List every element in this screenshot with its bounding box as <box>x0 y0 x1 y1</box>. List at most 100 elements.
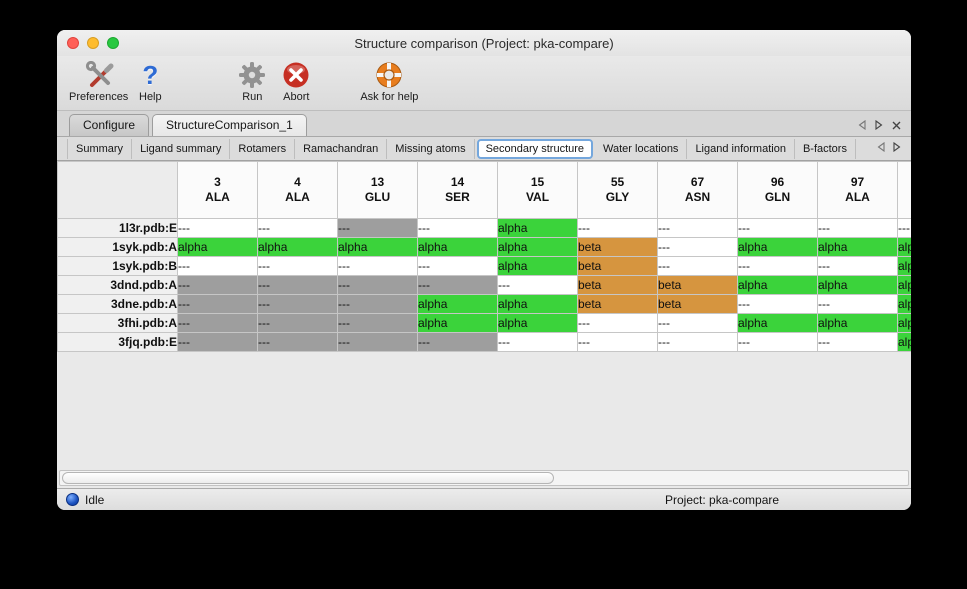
ss-cell[interactable]: --- <box>177 294 258 314</box>
ss-cell[interactable]: alpha <box>897 237 911 257</box>
ss-cell[interactable]: alpha <box>417 294 498 314</box>
ss-cell[interactable]: beta <box>577 256 658 276</box>
row-header-3dnd-pdb-a[interactable]: 3dnd.pdb:A <box>57 275 178 295</box>
sub-tab-scroll-left-icon[interactable] <box>877 142 885 152</box>
ss-cell[interactable]: alpha <box>897 294 911 314</box>
ss-cell[interactable]: beta <box>657 275 738 295</box>
ss-cell[interactable]: beta <box>577 237 658 257</box>
ss-cell[interactable]: --- <box>337 218 418 238</box>
ss-cell[interactable]: alpha <box>817 237 898 257</box>
ss-cell[interactable]: --- <box>577 218 658 238</box>
ss-cell[interactable]: alpha <box>417 313 498 333</box>
ss-cell[interactable]: alpha <box>737 275 818 295</box>
ss-cell[interactable]: alpha <box>257 237 338 257</box>
ss-cell[interactable]: --- <box>257 275 338 295</box>
ss-cell[interactable]: --- <box>497 332 578 352</box>
ss-cell[interactable]: --- <box>817 218 898 238</box>
ss-cell[interactable]: alpha <box>817 313 898 333</box>
ss-cell[interactable]: alpha <box>817 275 898 295</box>
ss-cell[interactable]: --- <box>817 332 898 352</box>
ss-cell[interactable]: --- <box>577 313 658 333</box>
row-header-1syk-pdb-a[interactable]: 1syk.pdb:A <box>57 237 178 257</box>
ss-cell[interactable]: alpha <box>497 237 578 257</box>
ss-cell[interactable]: --- <box>337 294 418 314</box>
ss-cell[interactable]: alpha <box>897 275 911 295</box>
ss-cell[interactable]: --- <box>817 294 898 314</box>
ss-cell[interactable]: alpha <box>337 237 418 257</box>
ss-cell[interactable]: alpha <box>497 294 578 314</box>
tab-ramachandran[interactable]: Ramachandran <box>295 138 388 159</box>
horizontal-scrollbar-thumb[interactable] <box>62 472 554 484</box>
main-tab-scroll-left-icon[interactable] <box>858 120 866 130</box>
ss-cell[interactable]: alpha <box>897 313 911 333</box>
ss-cell[interactable]: --- <box>177 332 258 352</box>
ss-cell[interactable]: --- <box>657 237 738 257</box>
row-header-1syk-pdb-b[interactable]: 1syk.pdb:B <box>57 256 178 276</box>
horizontal-scrollbar[interactable] <box>59 470 909 486</box>
ss-cell[interactable]: --- <box>177 256 258 276</box>
ss-cell[interactable]: --- <box>737 332 818 352</box>
row-header-1l3r-pdb-e[interactable]: 1l3r.pdb:E <box>57 218 178 238</box>
ss-cell[interactable]: --- <box>497 275 578 295</box>
ss-cell[interactable]: --- <box>737 218 818 238</box>
sub-tab-scroll-right-icon[interactable] <box>893 142 901 152</box>
ss-cell[interactable]: beta <box>577 294 658 314</box>
ss-cell[interactable]: --- <box>257 218 338 238</box>
ss-cell[interactable]: --- <box>177 218 258 238</box>
tab-secondary-structure[interactable]: Secondary structure <box>476 138 594 159</box>
ss-cell[interactable]: --- <box>737 294 818 314</box>
ss-cell[interactable]: --- <box>657 313 738 333</box>
tab-missing-atoms[interactable]: Missing atoms <box>387 138 475 159</box>
ss-cell[interactable]: --- <box>737 256 818 276</box>
ss-cell[interactable]: --- <box>657 332 738 352</box>
tab-ligand-summary[interactable]: Ligand summary <box>132 138 231 159</box>
ss-cell[interactable]: --- <box>657 256 738 276</box>
ss-cell[interactable]: alpha <box>897 256 911 276</box>
ss-cell[interactable]: --- <box>897 218 911 238</box>
ss-cell[interactable]: --- <box>417 218 498 238</box>
minimize-window-button[interactable] <box>87 37 99 49</box>
row-header-3fjq-pdb-e[interactable]: 3fjq.pdb:E <box>57 332 178 352</box>
preferences-button[interactable]: Preferences <box>69 59 128 103</box>
ss-cell[interactable]: beta <box>577 275 658 295</box>
tab-configure[interactable]: Configure <box>69 114 150 136</box>
abort-button[interactable]: Abort <box>274 59 318 103</box>
row-header-3dne-pdb-a[interactable]: 3dne.pdb:A <box>57 294 178 314</box>
ss-cell[interactable]: alpha <box>417 237 498 257</box>
ss-cell[interactable]: --- <box>177 275 258 295</box>
ss-cell[interactable]: --- <box>257 256 338 276</box>
ss-cell[interactable]: beta <box>657 294 738 314</box>
ss-cell[interactable]: --- <box>657 218 738 238</box>
tab-rotamers[interactable]: Rotamers <box>230 138 296 159</box>
zoom-window-button[interactable] <box>107 37 119 49</box>
main-tab-scroll-right-icon[interactable] <box>875 120 883 130</box>
ss-cell[interactable]: --- <box>337 256 418 276</box>
ss-cell[interactable]: --- <box>177 313 258 333</box>
run-button[interactable]: Run <box>230 59 274 103</box>
ss-cell[interactable]: alpha <box>497 313 578 333</box>
tab-summary[interactable]: Summary <box>67 138 133 159</box>
close-window-button[interactable] <box>67 37 79 49</box>
ss-cell[interactable]: --- <box>257 332 338 352</box>
tab-ligand-information[interactable]: Ligand information <box>687 138 795 159</box>
ss-cell[interactable]: --- <box>417 275 498 295</box>
row-header-3fhi-pdb-a[interactable]: 3fhi.pdb:A <box>57 313 178 333</box>
ss-cell[interactable]: alpha <box>177 237 258 257</box>
tab-water-locations[interactable]: Water locations <box>595 138 688 159</box>
tab-b-factors[interactable]: B-factors <box>795 138 856 159</box>
ss-cell[interactable]: --- <box>577 332 658 352</box>
tab-structurecomparison-1[interactable]: StructureComparison_1 <box>152 114 307 136</box>
ask-for-help-button[interactable]: Ask for help <box>360 59 418 103</box>
close-tab-icon[interactable] <box>892 121 901 130</box>
ss-cell[interactable]: alpha <box>737 313 818 333</box>
ss-cell[interactable]: --- <box>337 313 418 333</box>
ss-cell[interactable]: --- <box>257 294 338 314</box>
ss-cell[interactable]: --- <box>257 313 338 333</box>
ss-cell[interactable]: alpha <box>897 332 911 352</box>
ss-cell[interactable]: alpha <box>497 218 578 238</box>
ss-cell[interactable]: --- <box>337 275 418 295</box>
ss-cell[interactable]: --- <box>337 332 418 352</box>
ss-cell[interactable]: alpha <box>737 237 818 257</box>
ss-cell[interactable]: --- <box>417 332 498 352</box>
ss-cell[interactable]: --- <box>417 256 498 276</box>
